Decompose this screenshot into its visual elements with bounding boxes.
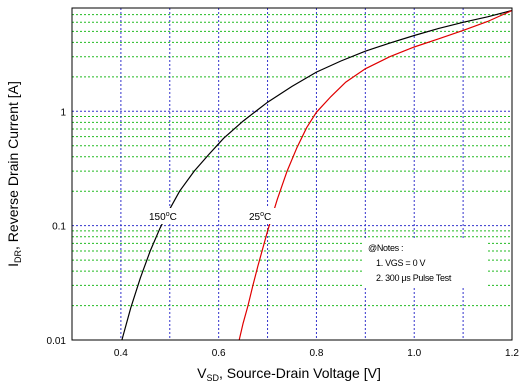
x-tick-label: 0.6	[212, 348, 226, 359]
y-tick-label: 0.01	[47, 336, 67, 347]
temp-150-unit: C	[170, 212, 177, 223]
temp-25-label: 25oC	[249, 211, 271, 223]
x-tick-label: 1.0	[407, 348, 421, 359]
plot-frame	[71, 7, 513, 341]
temp-25-label-background	[244, 208, 284, 224]
temp-150-label-background	[142, 208, 188, 224]
y-axis-title-sub: DR	[13, 249, 23, 262]
notes-line-1: 1. VGS = 0 V	[376, 258, 425, 268]
x-axis-title-sub: SD	[206, 373, 219, 383]
series-line-1	[121, 9, 513, 341]
notes-title: @Notes :	[368, 243, 403, 253]
notes-background	[364, 238, 488, 286]
temp-150-label: 150oC	[149, 211, 177, 223]
x-axis-title: VSD, Source-Drain Voltage [V]	[197, 365, 381, 383]
temp-150-degree: o	[166, 211, 170, 218]
series-layer	[121, 9, 513, 341]
x-tick-label: 1.2	[505, 348, 519, 359]
tick-label-layer: 0.4 0.6 0.8 1.0 1.2 0.01 0.1 1	[47, 107, 519, 359]
y-axis-title: IDR, Reverse Drain Current [A]	[5, 81, 23, 267]
temp-150-value: 150	[149, 212, 166, 223]
x-tick-label: 0.8	[309, 348, 323, 359]
y-axis-title-main: I	[5, 263, 21, 267]
x-axis-title-main: V	[197, 365, 207, 381]
temp-25-unit: C	[264, 212, 271, 223]
x-tick-label: 0.4	[114, 348, 128, 359]
x-axis-title-rest: , Source-Drain Voltage [V]	[219, 365, 381, 381]
y-tick-label: 0.1	[52, 222, 66, 233]
notes-line-2: 2. 300 μs Pulse Test	[376, 273, 452, 283]
temp-25-value: 25	[249, 212, 261, 223]
y-tick-label: 1	[60, 107, 66, 118]
series-line-2	[238, 9, 513, 341]
y-axis-title-rest: , Reverse Drain Current [A]	[5, 81, 21, 250]
grid-layer	[72, 8, 512, 341]
temp-25-degree: o	[260, 211, 264, 218]
